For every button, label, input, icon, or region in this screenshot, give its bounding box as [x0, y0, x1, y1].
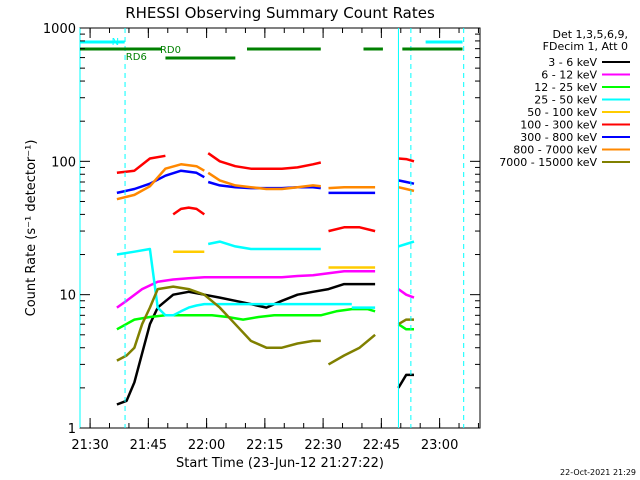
- series-5-segment-3: [328, 226, 376, 233]
- series-8-segment-2: [397, 318, 414, 326]
- legend-label-2: 12 - 25 keV: [534, 81, 597, 94]
- legend-label-3: 25 - 50 keV: [534, 94, 597, 107]
- legend-header-0: Det 1,3,5,6,9,: [552, 28, 628, 41]
- x-tick-label-2: 22:00: [188, 438, 225, 453]
- x-tick-label-4: 22:30: [304, 438, 341, 453]
- y-tick-label-0: 1: [68, 422, 76, 437]
- series-8-segment-1: [327, 333, 376, 366]
- series-6-segment-0: [116, 169, 205, 195]
- annotation-rd6-label: RD6: [126, 52, 147, 63]
- series-5: [116, 152, 415, 233]
- series-3-segment-1: [207, 240, 321, 251]
- legend-label-1: 6 - 12 keV: [541, 69, 597, 82]
- series-2: [116, 307, 414, 331]
- series-5-segment-4: [398, 157, 415, 163]
- y-tick-label-2: 100: [51, 155, 76, 170]
- series-7-segment-2: [328, 185, 376, 190]
- legend-header-1: FDecim 1, Att 0: [543, 40, 628, 53]
- vertical-markers: [79, 28, 465, 428]
- annotation-bars: N RD0 RD6: [80, 37, 463, 63]
- x-tick-label-1: 21:45: [130, 438, 167, 453]
- y-tick-label-3: 1000: [43, 22, 76, 37]
- series-3-segment-3: [398, 240, 415, 248]
- annotation-n-label: N: [112, 37, 119, 48]
- axis-ticks: 21:30 21:45 22:00 22:15 22:30 22:45 23:00 1 10 10…: [43, 22, 480, 453]
- chart-title: RHESSI Observing Summary Count Rates: [125, 4, 435, 22]
- legend-label-0: 3 - 6 keV: [548, 56, 597, 69]
- y-axis-label: Count Rate (s⁻¹ detector⁻¹): [24, 140, 39, 317]
- x-tick-label-5: 22:45: [363, 438, 400, 453]
- legend-label-7: 800 - 7000 keV: [513, 144, 597, 157]
- series-5-segment-0: [116, 154, 166, 175]
- series-3: [116, 240, 415, 317]
- legend-label-8: 7000 - 15000 keV: [499, 156, 597, 169]
- legend-label-5: 100 - 300 keV: [520, 119, 597, 132]
- legend-label-6: 300 - 800 keV: [520, 131, 597, 144]
- legend-label-4: 50 - 100 keV: [527, 106, 597, 119]
- footer-stamp: 22-Oct-2021 21:29: [560, 468, 636, 477]
- legend: Det 1,3,5,6,9,FDecim 1, Att 0 3 - 6 keV6 …: [499, 28, 630, 169]
- series-0-segment-0: [116, 282, 376, 406]
- plot-frame: [79, 27, 481, 429]
- series-8: [116, 285, 414, 366]
- series-6-segment-3: [398, 179, 415, 185]
- series-7-segment-3: [398, 185, 415, 193]
- series-5-segment-1: [172, 206, 206, 216]
- x-axis-label: Start Time (23-Jun-12 21:27:22): [176, 456, 384, 471]
- annotation-rd0-label: RD0: [160, 45, 181, 56]
- series-2-segment-1: [397, 323, 414, 331]
- x-tick-label-3: 22:15: [246, 438, 283, 453]
- y-tick-label-1: 10: [59, 289, 76, 304]
- series-7: [116, 163, 415, 201]
- series-0: [116, 282, 414, 406]
- series-5-segment-2: [207, 152, 322, 170]
- series-0-segment-1: [397, 373, 414, 389]
- series-7-segment-1: [207, 171, 321, 191]
- series-3-segment-0: [116, 247, 352, 317]
- series-1-segment-1: [397, 288, 415, 299]
- series-4: [173, 250, 376, 269]
- series-layer: [116, 152, 415, 406]
- series-2-segment-0: [116, 307, 376, 331]
- series-7-segment-0: [116, 163, 205, 201]
- series-8-segment-0: [116, 285, 321, 362]
- x-tick-label-0: 21:30: [71, 438, 108, 453]
- x-tick-label-6: 23:00: [421, 438, 458, 453]
